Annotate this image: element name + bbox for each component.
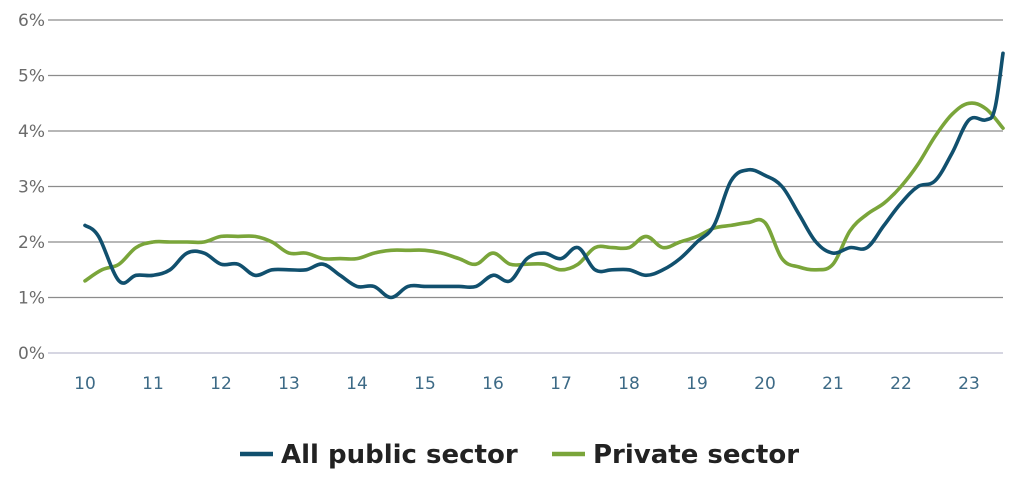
x-tick-label: 23 (958, 374, 980, 394)
y-tick-label: 3% (18, 178, 45, 198)
x-tick-label: 12 (210, 374, 232, 394)
x-tick-label: 18 (618, 374, 640, 394)
legend-label-all-public-sector: All public sector (281, 440, 518, 470)
x-tick-label: 16 (482, 374, 504, 394)
x-tick-label: 10 (74, 374, 96, 394)
x-tick-label: 13 (278, 374, 300, 394)
x-tick-label: 17 (550, 374, 572, 394)
y-tick-label: 4% (18, 122, 45, 142)
y-tick-label: 1% (18, 289, 45, 309)
y-tick-label: 0% (18, 344, 45, 364)
series-line-private-sector (83, 101, 1005, 283)
x-tick-label: 14 (346, 374, 368, 394)
y-tick-label: 5% (18, 67, 45, 87)
y-tick-label: 6% (18, 11, 45, 31)
x-tick-label: 22 (890, 374, 912, 394)
legend-label-private-sector: Private sector (593, 440, 799, 470)
gridlines (48, 19, 1003, 354)
x-tick-label: 15 (414, 374, 436, 394)
y-axis-ticks: 0% 1% 2% 3% 4% 5% 6% (18, 11, 45, 364)
legend: All public sector Private sector (240, 440, 799, 470)
y-tick-label: 2% (18, 233, 45, 253)
x-tick-label: 20 (754, 374, 776, 394)
x-tick-label: 19 (686, 374, 708, 394)
x-axis-ticks: 10 11 12 13 14 15 16 17 18 19 20 21 22 23 (74, 374, 980, 394)
x-tick-label: 21 (822, 374, 844, 394)
series-line-all-public-sector (83, 51, 1005, 300)
series-lines (83, 51, 1005, 300)
x-tick-label: 11 (142, 374, 164, 394)
